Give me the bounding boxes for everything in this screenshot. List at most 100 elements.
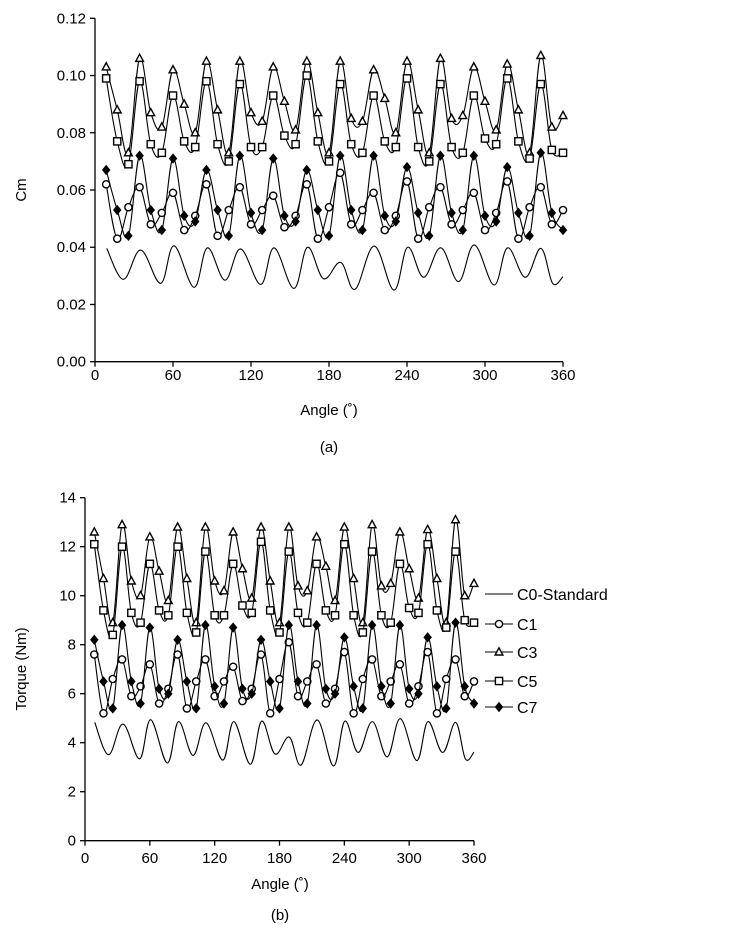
series-c5-marker — [145, 559, 155, 569]
x-tick-label: 60 — [141, 850, 158, 867]
series-c5 — [89, 537, 479, 640]
series-c5-marker — [358, 148, 367, 158]
y-tick-label: 0.00 — [57, 354, 86, 371]
series-c7-marker — [340, 632, 349, 643]
series-c7-marker — [145, 622, 155, 633]
series-c5-marker — [324, 157, 334, 166]
y-tick-label: 6 — [68, 686, 76, 703]
series-c5-marker — [313, 137, 323, 146]
series-c5-marker — [395, 559, 405, 569]
series-c1-marker — [380, 225, 390, 235]
series-c1-marker — [436, 182, 445, 192]
series-c5-marker — [377, 611, 386, 620]
y-tick-label: 0.12 — [57, 10, 86, 27]
series-c3-marker — [218, 585, 230, 595]
series-c7-marker — [246, 207, 256, 219]
series-c7-marker — [558, 224, 568, 236]
panel-b-ylabel: Torque (Nm) — [13, 627, 30, 710]
series-c3-marker — [513, 104, 524, 114]
series-c5-marker — [335, 79, 345, 89]
series-c3-marker — [401, 55, 413, 65]
series-c7-marker — [235, 150, 245, 161]
series-c1-line — [93, 641, 475, 715]
series-c1-marker — [112, 234, 122, 243]
series-c7-marker — [224, 230, 234, 241]
series-c7-marker — [219, 698, 229, 709]
series-c1-marker — [369, 188, 378, 198]
series-c3-marker — [292, 580, 304, 590]
series-c7-marker — [136, 698, 145, 709]
x-tick-label: 0 — [81, 850, 89, 867]
legend-item-c3: C3 — [485, 645, 538, 662]
series-c5-marker — [436, 79, 445, 89]
series-c3-marker — [126, 575, 137, 585]
series-c5-marker — [480, 134, 490, 143]
series-c3-marker — [265, 575, 276, 585]
series-c7-marker — [402, 161, 412, 173]
series-c5-marker — [491, 139, 501, 149]
series-c7-marker — [168, 153, 178, 164]
series-c3-marker — [394, 526, 405, 536]
series-c1-marker — [367, 655, 377, 664]
series-c3-marker — [302, 585, 313, 595]
legend-label: C0-Standard — [517, 587, 608, 604]
series-c7-marker — [451, 617, 460, 628]
series-c7-marker — [480, 210, 490, 221]
series-c5-marker — [99, 606, 108, 615]
series-c1-marker — [547, 220, 557, 229]
series-c1-marker — [275, 674, 284, 684]
y-tick-label: 0 — [68, 833, 76, 850]
series-c7-marker — [182, 676, 192, 687]
series-c7-marker — [346, 204, 356, 216]
series-c1-marker — [238, 696, 247, 706]
legend-item-c5: C5 — [485, 674, 538, 691]
series-c7-marker — [173, 634, 182, 645]
series-c3-marker — [379, 92, 390, 103]
series-c7-marker — [321, 683, 331, 694]
y-tick-label: 10 — [59, 588, 76, 605]
series-c3-marker — [290, 124, 301, 134]
x-tick-label: 240 — [394, 367, 419, 384]
series-c7-marker — [358, 703, 368, 714]
series-c7-marker — [525, 230, 534, 241]
series-c3-marker — [348, 572, 359, 583]
series-c7-marker — [391, 216, 401, 227]
series-c1-marker — [525, 202, 534, 212]
y-tick-label: 4 — [68, 735, 76, 752]
x-tick-label: 180 — [267, 850, 292, 867]
series-c1-marker — [146, 220, 156, 229]
series-c3-marker — [546, 121, 557, 131]
series-c3-marker — [431, 572, 443, 583]
series-c1-line — [105, 172, 564, 240]
x-tick-label: 360 — [550, 367, 575, 384]
series-c7-marker — [191, 703, 201, 714]
y-tick-label: 0.10 — [57, 68, 86, 85]
series-c5-marker — [280, 131, 289, 140]
series-c7-marker — [164, 688, 173, 699]
series-c5-marker — [268, 91, 278, 100]
series-c5-marker — [547, 145, 557, 155]
series-c1-marker — [469, 188, 479, 198]
series-c3-marker — [435, 52, 446, 63]
legend-circle-icon — [494, 619, 504, 629]
series-c5-marker — [402, 74, 412, 83]
legend-item-c7: C7 — [485, 700, 538, 717]
series-c5-marker — [201, 547, 210, 556]
y-tick-label: 0.06 — [57, 182, 86, 199]
series-c7-marker — [284, 619, 294, 631]
series-c5-marker — [451, 547, 460, 556]
legend-item-c1: C1 — [485, 617, 538, 634]
series-c3-marker — [283, 521, 294, 531]
series-c1-marker — [154, 699, 164, 708]
series-c1-marker — [469, 677, 479, 686]
series-c3-marker — [446, 112, 457, 123]
series-c1-marker — [265, 709, 275, 718]
series-c7-marker — [154, 683, 164, 694]
legend-label: C1 — [517, 617, 538, 634]
series-c3-marker — [312, 107, 323, 117]
series-c5-marker — [117, 542, 127, 551]
series-c1-marker — [201, 655, 210, 664]
series-c3-marker — [346, 112, 357, 123]
series-c3-marker — [502, 58, 513, 68]
series-c1-marker — [312, 660, 321, 669]
